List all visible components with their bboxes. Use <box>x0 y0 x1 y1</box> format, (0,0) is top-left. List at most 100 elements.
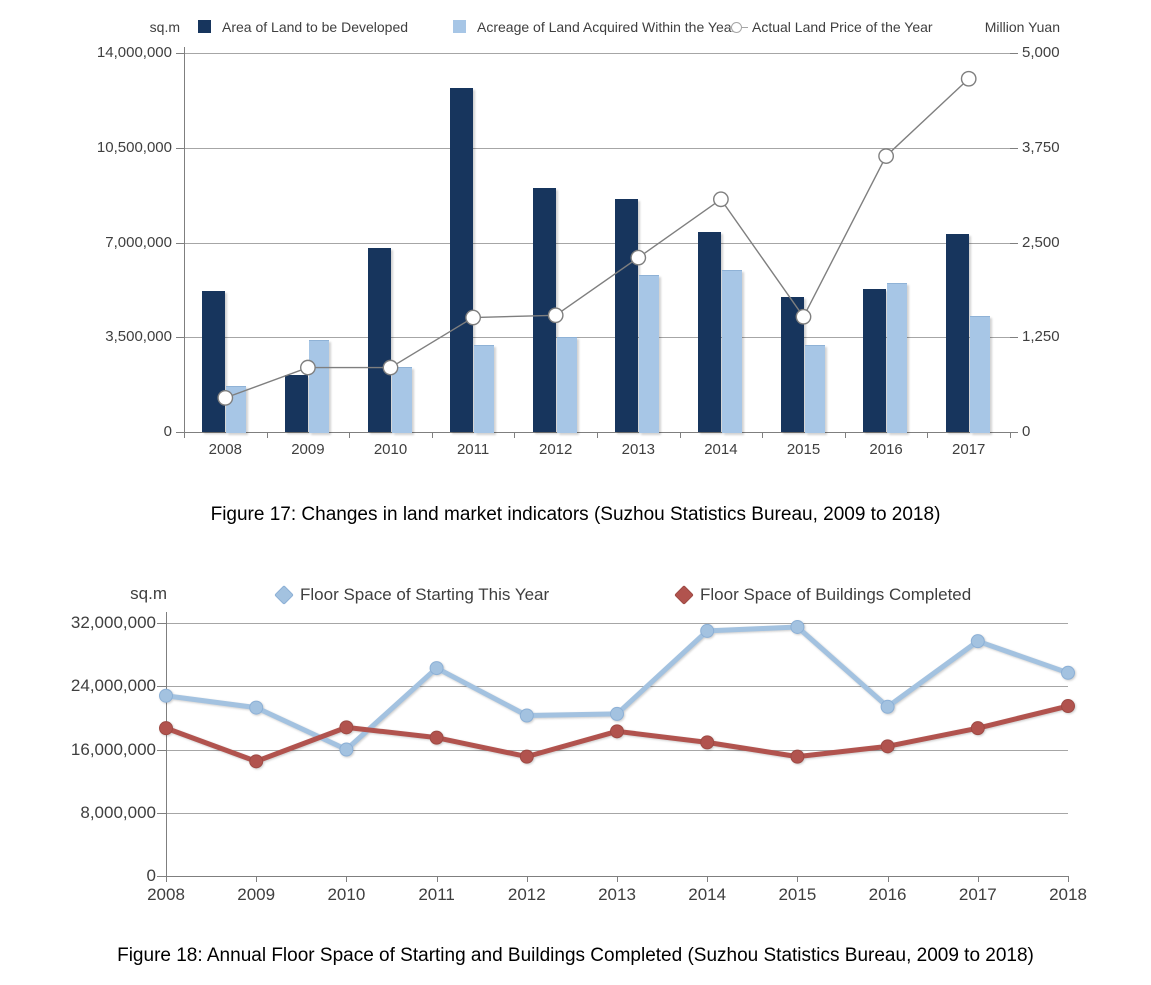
x-axis-year-label: 2018 <box>1049 885 1087 904</box>
x-axis-year-label: 2017 <box>952 441 986 458</box>
fig17-plot-area: 14,000,000 10,500,000 7,000,000 3,500,000 0 5… <box>0 0 1151 470</box>
right-axis-tick-label: 2,500 <box>1022 233 1060 251</box>
left-axis-tick-label: 7,000,000 <box>105 233 172 251</box>
x-axis-year-label: 2011 <box>456 441 490 458</box>
legend-label-floor-starting: Floor Space of Starting This Year <box>300 585 550 604</box>
floor-space-completed-point-2010 <box>339 720 354 735</box>
right-tick <box>1010 432 1018 433</box>
left-tick <box>176 147 184 149</box>
floor-space-completed-point-2009 <box>249 754 264 769</box>
floor-space-completed-point-2015 <box>790 749 805 764</box>
legend-swatch-acreage-acquired <box>453 20 466 33</box>
x-axis-year-label: 2011 <box>418 885 455 904</box>
floor-space-starting-point-2011 <box>429 661 444 676</box>
left-axis-tick-label: 3,500,000 <box>105 328 172 346</box>
gridline <box>184 53 1010 54</box>
land-price-point-2013 <box>630 249 647 266</box>
x-axis-year-label: 2015 <box>778 885 817 904</box>
bar-area-developed-2016 <box>863 288 887 432</box>
land-price-point-2012 <box>547 307 564 324</box>
y-tick <box>157 812 166 814</box>
x-tick <box>797 876 799 882</box>
bar-area-developed-2014 <box>697 231 721 432</box>
x-axis-year-label: 2012 <box>507 885 546 904</box>
y-axis-line <box>166 612 167 876</box>
floor-space-starting-point-2014 <box>700 623 715 638</box>
x-tick <box>762 432 764 438</box>
y-axis-tick-label: 8,000,000 <box>80 802 156 822</box>
gridline <box>184 147 1010 149</box>
y-tick <box>157 749 166 751</box>
bar-area-developed-2011 <box>450 88 474 432</box>
x-axis-year-label: 2010 <box>327 885 366 904</box>
x-tick <box>166 876 167 882</box>
x-axis-year-label: 2014 <box>688 885 727 904</box>
floor-space-completed-point-2011 <box>429 730 444 745</box>
left-tick <box>176 242 184 244</box>
x-tick <box>256 876 258 882</box>
floor-space-starting-point-2009 <box>249 700 264 715</box>
y-tick <box>157 686 166 688</box>
x-axis-year-label: 2016 <box>869 441 903 458</box>
legend-marker-land-price <box>731 22 742 33</box>
y-axis-tick-label: 16,000,000 <box>70 739 156 759</box>
x-axis-year-label: 2008 <box>208 441 242 458</box>
x-axis-year-label: 2013 <box>598 885 636 904</box>
gridline <box>166 749 1068 751</box>
y-axis-tick-label: 32,000,000 <box>70 613 156 632</box>
x-tick <box>617 876 618 882</box>
land-price-point-2016 <box>878 148 894 164</box>
land-price-point-2008 <box>217 389 234 406</box>
x-tick <box>514 432 516 438</box>
legend-label-floor-completed: Floor Space of Buildings Completed <box>700 585 972 604</box>
x-axis-year-label: 2009 <box>291 441 325 458</box>
floor-space-starting-point-2013 <box>610 706 624 721</box>
x-axis-year-label: 2017 <box>958 885 997 904</box>
gridline <box>166 686 1068 688</box>
y-tick <box>157 876 166 877</box>
left-tick <box>176 337 184 339</box>
x-tick <box>1010 432 1011 438</box>
y-axis-line <box>184 47 185 432</box>
right-tick <box>1010 337 1018 339</box>
x-tick <box>431 432 433 438</box>
figure17-chart: sq.m Area of Land to be Developed Acreag… <box>0 0 1151 470</box>
floor-space-completed-point-2013 <box>610 724 624 739</box>
bar-area-developed-2009 <box>284 375 308 432</box>
legend-label-area-developed: Area of Land to be Developed <box>222 19 409 35</box>
land-price-point-2011 <box>465 309 481 326</box>
bar-acreage-acquired-2013 <box>639 274 660 433</box>
bar-acreage-acquired-2010 <box>391 367 412 433</box>
bar-acreage-acquired-2011 <box>474 345 495 433</box>
land-price-point-2015 <box>795 308 812 325</box>
land-price-line <box>225 78 970 399</box>
right-axis-tick-label: 0 <box>1022 423 1031 440</box>
bar-area-developed-2017 <box>945 234 969 432</box>
floor-space-starting-point-2012 <box>519 708 534 723</box>
figure17-caption: Figure 17: Changes in land market indica… <box>210 504 941 525</box>
figure18-caption: Figure 18: Annual Floor Space of Startin… <box>117 945 1034 966</box>
right-axis-tick-label: 5,000 <box>1022 44 1060 61</box>
right-tick <box>1010 147 1018 149</box>
x-tick <box>927 432 929 438</box>
x-tick <box>349 432 351 438</box>
bar-area-developed-2015 <box>780 296 804 432</box>
fig18-axis-unit: sq.m <box>130 584 167 603</box>
floor-space-starting-point-2008 <box>159 688 173 703</box>
gridline <box>166 623 1068 624</box>
y-tick <box>157 623 166 624</box>
legend-label-acreage-acquired: Acreage of Land Acquired Within the Year <box>477 19 737 35</box>
fig18-plot-area: 32,000,000 24,000,000 16,000,000 8,000,000 0… <box>0 560 1151 920</box>
x-axis-year-label: 2015 <box>786 441 821 458</box>
x-tick <box>977 876 979 882</box>
bar-acreage-acquired-2015 <box>804 345 825 433</box>
floor-space-line-layer <box>159 619 1075 769</box>
right-tick <box>1010 242 1018 244</box>
x-tick <box>679 432 681 438</box>
floor-space-starting-point-2015 <box>790 619 805 634</box>
y-axis-tick-label: 0 <box>146 866 156 885</box>
floor-space-completed-point-2018 <box>1061 699 1075 714</box>
floor-space-completed-point-2016 <box>880 739 895 754</box>
bar-area-developed-2010 <box>367 247 391 432</box>
